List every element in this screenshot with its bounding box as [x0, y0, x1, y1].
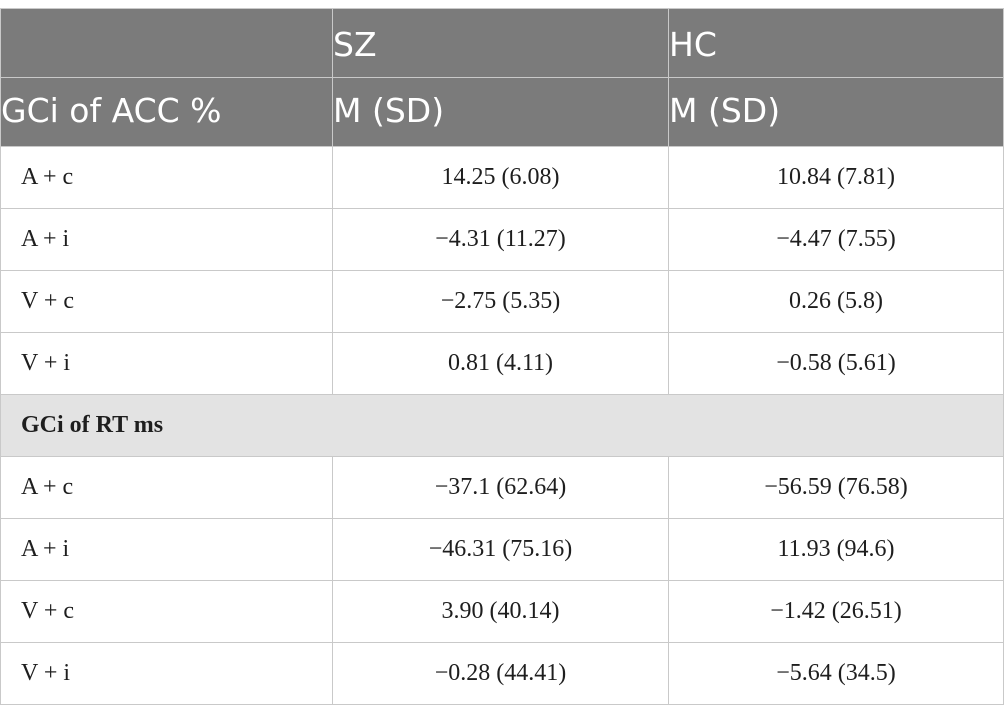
row-label: A + i — [0, 518, 333, 581]
header-empty-cell — [0, 8, 333, 78]
table-row: A + c −37.1 (62.64) −56.59 (76.58) — [0, 456, 1004, 519]
section-label: GCi of RT ms — [0, 394, 1004, 457]
sz-value: 14.25 (6.08) — [332, 146, 669, 209]
row-label: A + c — [0, 456, 333, 519]
row-label: A + i — [0, 208, 333, 271]
table-row: V + i −0.28 (44.41) −5.64 (34.5) — [0, 642, 1004, 705]
header-gci-acc: GCi of ACC % — [0, 77, 333, 147]
sz-value: −0.28 (44.41) — [332, 642, 669, 705]
header-sz: SZ — [332, 8, 669, 78]
sz-value: −46.31 (75.16) — [332, 518, 669, 581]
hc-value: −5.64 (34.5) — [668, 642, 1004, 705]
table-header: SZ HC GCi of ACC % M (SD) M (SD) — [0, 8, 1004, 147]
row-label: V + i — [0, 332, 333, 395]
table-row: A + i −46.31 (75.16) 11.93 (94.6) — [0, 518, 1004, 581]
row-label: V + i — [0, 642, 333, 705]
header-row-stats: GCi of ACC % M (SD) M (SD) — [0, 77, 1004, 147]
header-sz-msd: M (SD) — [332, 77, 669, 147]
sz-value: 0.81 (4.11) — [332, 332, 669, 395]
section-row-rt: GCi of RT ms — [0, 394, 1004, 457]
hc-value: 11.93 (94.6) — [668, 518, 1004, 581]
table-row: V + c 3.90 (40.14) −1.42 (26.51) — [0, 580, 1004, 643]
hc-value: −1.42 (26.51) — [668, 580, 1004, 643]
table-row: A + i −4.31 (11.27) −4.47 (7.55) — [0, 208, 1004, 271]
table-body: A + c 14.25 (6.08) 10.84 (7.81) A + i −4… — [0, 146, 1004, 705]
sz-value: −37.1 (62.64) — [332, 456, 669, 519]
hc-value: −56.59 (76.58) — [668, 456, 1004, 519]
sz-value: −4.31 (11.27) — [332, 208, 669, 271]
hc-value: 10.84 (7.81) — [668, 146, 1004, 209]
table-row: A + c 14.25 (6.08) 10.84 (7.81) — [0, 146, 1004, 209]
sz-value: −2.75 (5.35) — [332, 270, 669, 333]
header-hc-msd: M (SD) — [668, 77, 1004, 147]
row-label: A + c — [0, 146, 333, 209]
row-label: V + c — [0, 580, 333, 643]
table-row: V + i 0.81 (4.11) −0.58 (5.61) — [0, 332, 1004, 395]
header-row-groups: SZ HC — [0, 8, 1004, 78]
header-hc: HC — [668, 8, 1004, 78]
results-table: SZ HC GCi of ACC % M (SD) M (SD) A + c 1… — [0, 8, 1004, 705]
row-label: V + c — [0, 270, 333, 333]
sz-value: 3.90 (40.14) — [332, 580, 669, 643]
hc-value: −0.58 (5.61) — [668, 332, 1004, 395]
table-row: V + c −2.75 (5.35) 0.26 (5.8) — [0, 270, 1004, 333]
hc-value: 0.26 (5.8) — [668, 270, 1004, 333]
hc-value: −4.47 (7.55) — [668, 208, 1004, 271]
